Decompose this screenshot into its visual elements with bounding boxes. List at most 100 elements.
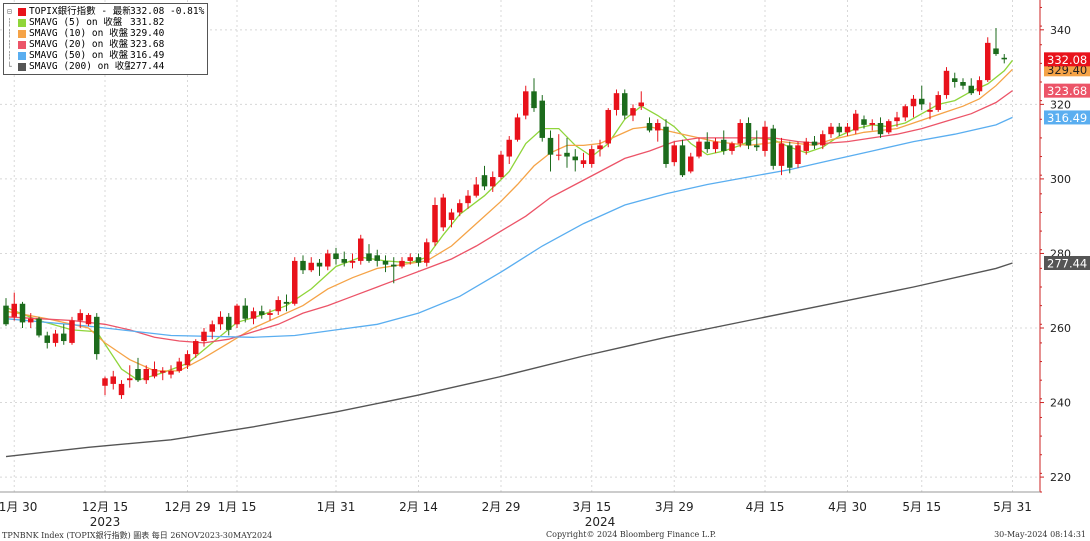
candle-body	[349, 260, 356, 263]
candles	[3, 27, 1007, 399]
legend-change: -0.81%	[170, 6, 205, 17]
y-tick-label: 340	[1050, 24, 1071, 37]
candle-body	[712, 141, 719, 150]
x-tick-label: 4月 30	[828, 500, 867, 514]
candle-body	[506, 139, 512, 157]
candle-body	[28, 318, 34, 323]
candle-body	[143, 369, 149, 381]
candle-body	[803, 141, 809, 151]
candle-body	[127, 378, 133, 381]
legend-value: 332.08	[130, 6, 165, 17]
candle-body	[341, 259, 347, 263]
candle-body	[622, 93, 628, 116]
axis-value-label: 323.68	[1047, 84, 1087, 98]
legend-name: SMAVG (10) on 收盤	[29, 28, 129, 39]
candle-body	[333, 253, 339, 260]
candle-body	[135, 369, 141, 381]
candle-body	[721, 139, 727, 151]
candle-body	[844, 126, 851, 133]
candle-body	[787, 145, 793, 168]
candle-body	[902, 106, 908, 118]
x-tick-label: 1月 15	[218, 500, 257, 514]
ma-line-sma5	[5, 59, 1014, 381]
x-year-label: 2024	[585, 515, 616, 529]
candle-body	[473, 184, 479, 196]
legend-name: TOPIX銀行指數 - 最新價	[29, 6, 130, 17]
candle-body	[3, 305, 9, 325]
candle-body	[77, 313, 83, 321]
candle-body	[943, 70, 950, 96]
candle-body	[407, 257, 413, 261]
candle-body	[382, 260, 389, 265]
x-tick-label: 12月 29	[164, 500, 210, 514]
candle-body	[160, 370, 166, 373]
candle-body	[836, 126, 842, 133]
candle-body	[242, 305, 248, 319]
candle-body	[234, 305, 240, 325]
candle-body	[696, 141, 702, 157]
candle-body	[283, 301, 290, 304]
candle-body	[209, 324, 215, 332]
candle-body	[729, 143, 735, 151]
candle-body	[448, 212, 455, 220]
legend-row-sma200[interactable]: └ SMAVG (200) on 收盤 277.44	[7, 61, 204, 72]
x-year-label: 2023	[90, 515, 121, 529]
x-tick-label: 11月 30	[0, 500, 37, 514]
candle-body	[168, 370, 174, 375]
candle-body	[828, 126, 834, 135]
legend-value: 323.68	[130, 39, 165, 50]
candle-body	[399, 260, 405, 267]
collapse-icon[interactable]: ⊟	[7, 7, 12, 16]
candle-body	[985, 42, 991, 81]
legend-row-sma10[interactable]: ┆ SMAVG (10) on 收盤 329.40	[7, 28, 204, 39]
candle-body	[919, 98, 925, 105]
candle-body	[655, 123, 661, 131]
legend-name: SMAVG (5) on 收盤	[29, 17, 123, 28]
legend-row-sma5[interactable]: ┆ SMAVG (5) on 收盤 331.82	[7, 17, 204, 28]
candle-body	[572, 156, 578, 161]
x-tick-label: 12月 15	[82, 500, 128, 514]
candle-body	[688, 156, 694, 172]
legend-swatch	[18, 40, 26, 49]
footer-copyright: Copyright© 2024 Bloomberg Finance L.P.	[546, 530, 716, 539]
candle-body	[523, 91, 529, 116]
y-tick-label: 260	[1050, 322, 1071, 335]
candle-body	[910, 98, 917, 107]
candle-body	[358, 238, 364, 261]
candle-body	[308, 262, 314, 271]
candle-body	[737, 123, 743, 144]
x-tick-label: 5月 15	[902, 500, 941, 514]
candle-body	[556, 154, 562, 156]
legend: ⊟ TOPIX銀行指數 - 最新價 332.08 -0.81% ┆ SMAVG …	[3, 3, 208, 75]
candle-body	[968, 85, 974, 94]
candle-body	[94, 316, 100, 355]
legend-swatch	[18, 62, 26, 71]
tree-line-icon: ┆	[7, 51, 12, 60]
tree-line-icon: ┆	[7, 40, 12, 49]
candle-body	[960, 82, 966, 86]
x-tick-label: 2月 14	[399, 500, 438, 514]
candle-body	[613, 93, 620, 110]
last-price-label: 332.08	[1047, 53, 1087, 67]
x-tick-label: 3月 15	[572, 500, 611, 514]
ma-line-sma200	[5, 262, 1013, 458]
candle-body	[811, 141, 818, 146]
candle-body	[531, 91, 537, 109]
footer-timestamp: 30-May-2024 08:14:31	[994, 530, 1086, 539]
legend-row-price[interactable]: ⊟ TOPIX銀行指數 - 最新價 332.08 -0.81%	[7, 6, 204, 17]
legend-value: 277.44	[130, 61, 165, 72]
candle-body	[671, 145, 677, 163]
candle-body	[250, 311, 257, 319]
candle-body	[778, 143, 785, 166]
legend-name: SMAVG (20) on 收盤	[29, 39, 129, 50]
legend-row-sma20[interactable]: ┆ SMAVG (20) on 收盤 323.68	[7, 39, 204, 50]
candle-body	[589, 149, 595, 164]
candle-body	[226, 316, 232, 330]
candle-body	[110, 376, 116, 384]
candle-body	[316, 262, 323, 267]
candle-body	[762, 126, 768, 151]
candle-body	[300, 260, 306, 271]
candle-body	[580, 160, 587, 164]
legend-row-sma50[interactable]: ┆ SMAVG (50) on 收盤 316.49	[7, 50, 204, 61]
